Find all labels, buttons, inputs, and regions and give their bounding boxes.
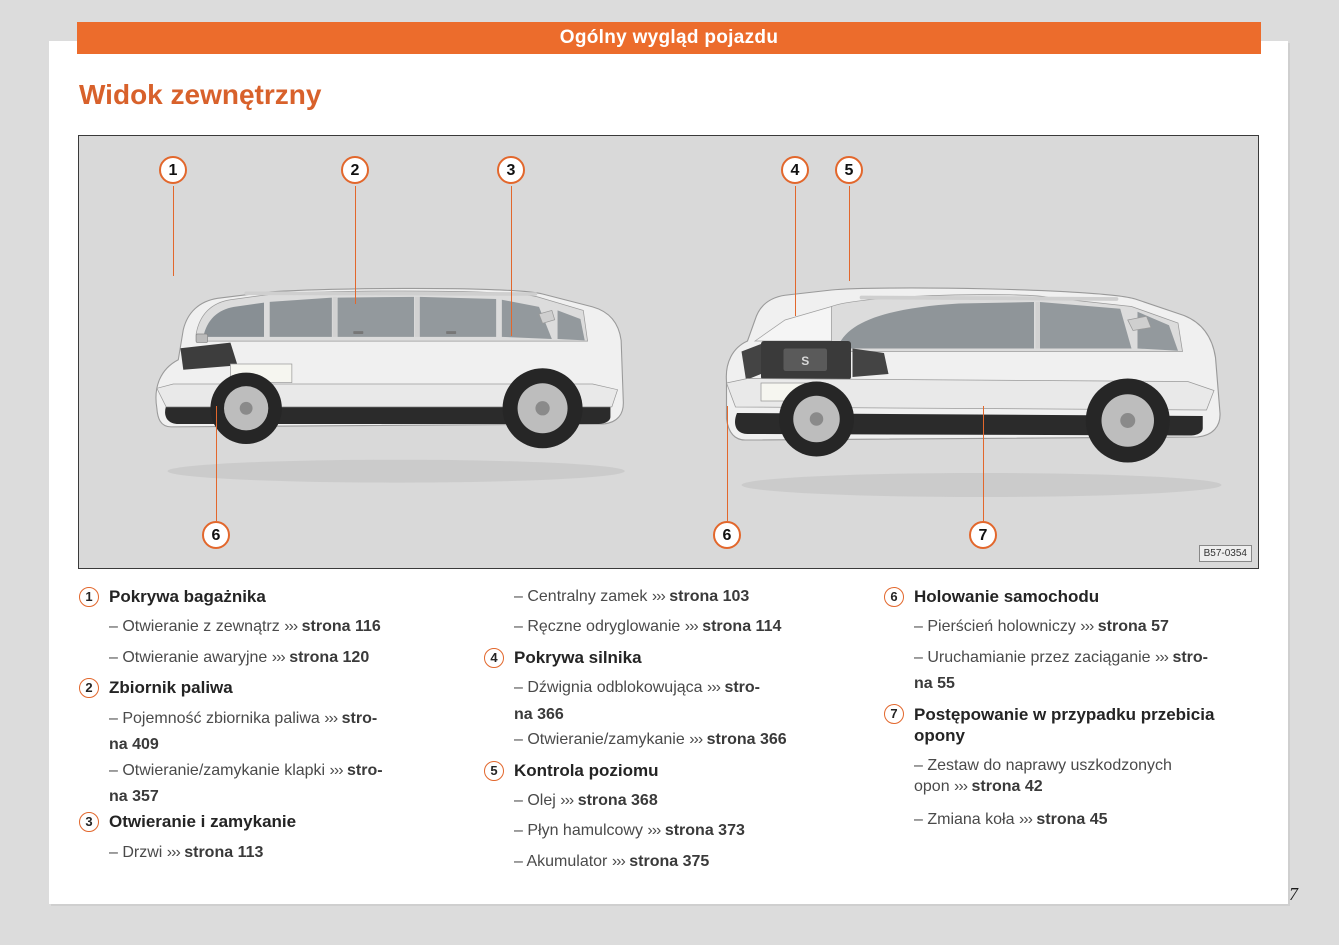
svg-text:S: S	[801, 354, 809, 368]
